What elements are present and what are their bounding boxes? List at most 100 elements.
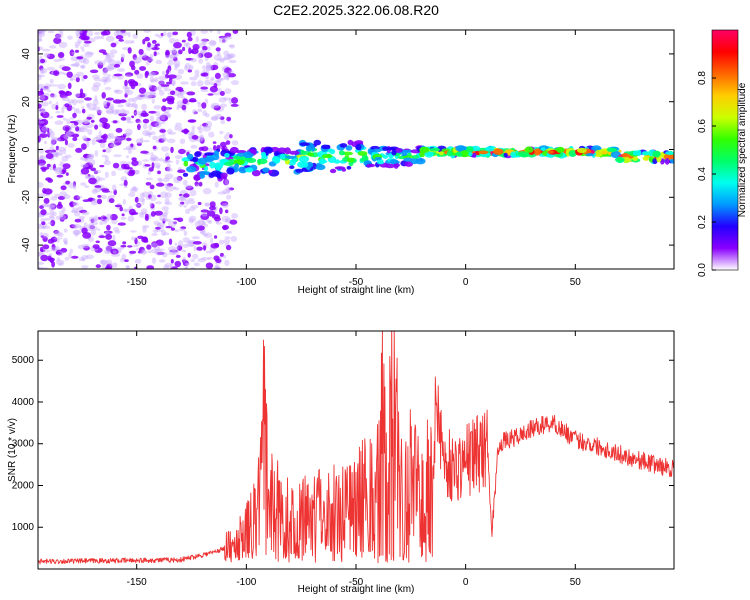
noise-speck xyxy=(148,167,154,172)
noise-speck xyxy=(148,56,152,63)
noise-speck xyxy=(64,130,70,135)
noise-speck xyxy=(134,196,139,203)
noise-speck xyxy=(130,40,135,44)
noise-speck xyxy=(93,35,102,40)
noise-speck xyxy=(67,99,75,104)
noise-speck xyxy=(229,219,238,225)
noise-speck xyxy=(141,249,147,255)
noise-speck xyxy=(38,30,41,33)
noise-speck xyxy=(209,81,215,86)
noise-speck xyxy=(151,39,157,44)
noise-speck xyxy=(86,30,94,37)
colorbar-tick-label: 0.4 xyxy=(697,167,708,181)
noise-speck xyxy=(181,39,186,43)
noise-speck xyxy=(202,42,207,45)
band-blob xyxy=(540,147,546,152)
noise-speck xyxy=(135,96,142,100)
noise-speck xyxy=(38,30,47,33)
noise-speck xyxy=(39,232,44,237)
noise-speck xyxy=(228,70,234,74)
noise-speck xyxy=(86,116,92,120)
noise-speck xyxy=(74,49,80,53)
noise-speck xyxy=(222,57,231,61)
noise-speck xyxy=(84,157,90,163)
noise-speck xyxy=(201,38,209,42)
noise-speck xyxy=(94,60,102,65)
noise-speck xyxy=(126,155,129,159)
noise-speck xyxy=(133,56,143,63)
noise-speck xyxy=(205,61,211,69)
noise-speck xyxy=(115,137,125,141)
noise-speck xyxy=(122,110,130,115)
noise-speck xyxy=(174,125,179,131)
band-blob xyxy=(617,156,623,163)
noise-speck xyxy=(153,51,157,57)
noise-speck xyxy=(73,202,80,207)
noise-speck xyxy=(204,232,213,239)
noise-speck xyxy=(148,85,157,92)
noise-speck xyxy=(120,216,127,220)
noise-speck xyxy=(141,55,150,61)
noise-speck xyxy=(158,80,165,85)
noise-speck xyxy=(206,219,212,223)
band-blob xyxy=(226,167,235,175)
noise-speck xyxy=(158,138,165,143)
noise-speck xyxy=(75,71,85,77)
noise-speck xyxy=(125,264,130,269)
noise-speck xyxy=(139,94,145,98)
noise-speck xyxy=(164,263,172,268)
noise-speck xyxy=(209,201,216,208)
band-blob xyxy=(246,158,257,163)
noise-speck xyxy=(107,133,112,140)
noise-speck xyxy=(183,193,190,198)
noise-speck xyxy=(112,262,118,268)
band-blob xyxy=(233,155,241,160)
noise-speck xyxy=(81,265,89,269)
noise-speck xyxy=(76,99,84,104)
noise-speck xyxy=(173,56,178,62)
noise-speck xyxy=(38,83,45,91)
noise-speck xyxy=(51,103,57,110)
noise-speck xyxy=(164,54,174,59)
band-blob xyxy=(533,148,542,156)
noise-speck xyxy=(164,73,169,79)
noise-speck xyxy=(126,137,132,142)
noise-speck xyxy=(186,91,196,96)
noise-speck xyxy=(92,221,98,226)
noise-speck xyxy=(56,174,64,178)
band-blob xyxy=(300,149,305,154)
noise-speck xyxy=(126,145,133,150)
noise-speck xyxy=(184,62,191,70)
noise-speck xyxy=(89,69,99,74)
noise-speck xyxy=(68,252,72,259)
band-blob xyxy=(224,161,234,166)
noise-speck xyxy=(43,188,53,195)
noise-speck xyxy=(200,38,208,43)
noise-speck xyxy=(129,187,138,193)
noise-speck xyxy=(44,86,49,89)
noise-speck xyxy=(39,154,44,159)
noise-speck xyxy=(67,143,75,148)
noise-speck xyxy=(42,244,50,250)
noise-speck xyxy=(222,72,229,78)
noise-speck xyxy=(77,206,84,212)
band-blob xyxy=(199,171,210,175)
x-tick-label: 50 xyxy=(570,577,582,588)
noise-speck xyxy=(41,167,47,172)
noise-speck xyxy=(197,220,206,226)
noise-speck xyxy=(190,258,196,263)
noise-speck xyxy=(177,169,186,173)
noise-speck xyxy=(64,139,68,146)
noise-speck xyxy=(201,146,209,152)
noise-speck xyxy=(99,79,108,83)
noise-speck xyxy=(230,80,240,86)
noise-speck xyxy=(40,58,46,64)
noise-speck xyxy=(231,140,239,146)
noise-speck xyxy=(80,46,84,49)
noise-speck xyxy=(202,122,209,127)
colorbar-gradient xyxy=(712,30,738,270)
noise-speck xyxy=(127,103,135,108)
noise-speck xyxy=(117,68,125,72)
noise-speck xyxy=(161,105,167,112)
